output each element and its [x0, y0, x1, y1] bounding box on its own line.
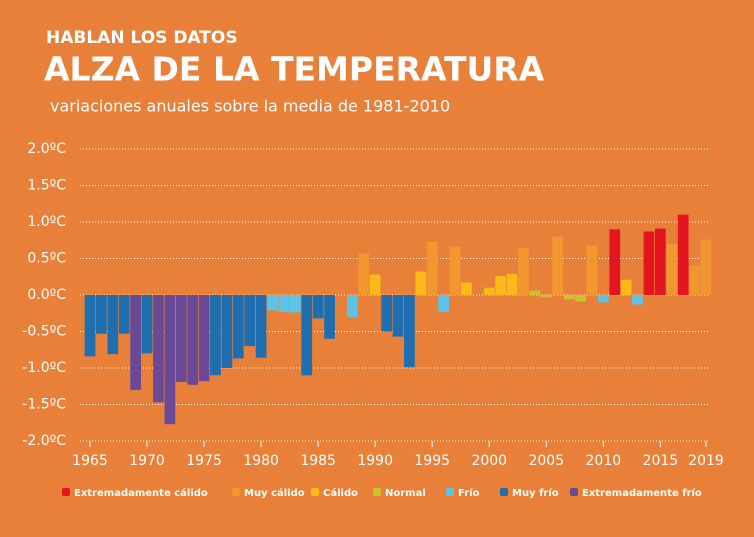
bar [324, 295, 335, 339]
x-tick-label: 1985 [300, 453, 336, 469]
bar [84, 295, 96, 357]
bar [586, 245, 598, 295]
x-tick-label: 2019 [688, 453, 724, 469]
legend-label: Cálido [323, 487, 358, 499]
bar [232, 295, 244, 359]
y-tick-label: -0.5ºC [22, 324, 66, 340]
bar [620, 279, 632, 295]
bar [540, 295, 552, 298]
bar [347, 295, 358, 317]
bar [575, 295, 586, 302]
x-tick-label: 1970 [129, 453, 165, 469]
bar [655, 228, 666, 295]
bar [597, 295, 609, 303]
bar [130, 295, 141, 390]
y-tick-label: -1.0ºC [22, 360, 66, 376]
bar [632, 295, 643, 305]
legend-label: Extremadamente frío [582, 487, 702, 499]
bar [312, 295, 324, 319]
legend-swatch [500, 488, 508, 496]
bar [175, 295, 187, 382]
bar [381, 295, 392, 332]
x-tick-label: 1990 [357, 453, 393, 469]
bar [255, 295, 267, 358]
legend-label: Normal [385, 488, 426, 499]
bar [278, 295, 290, 312]
bar [415, 271, 427, 295]
bar [404, 295, 415, 368]
bar [666, 243, 678, 295]
bar [358, 253, 370, 295]
legend-swatch [373, 488, 381, 496]
bar [141, 295, 153, 354]
y-tick-label: 1.5ºC [27, 178, 66, 194]
legend-label: Frío [458, 487, 480, 499]
y-tick-label: 0.5ºC [27, 251, 66, 267]
subtitle: variaciones anuales sobre la media de 19… [50, 97, 450, 116]
bar [461, 282, 472, 295]
bar [700, 239, 712, 295]
bar [267, 295, 278, 311]
legend-label: Extremadamente cálido [74, 487, 208, 499]
bar [609, 229, 621, 295]
bar [438, 295, 449, 312]
x-tick-label: 1995 [414, 453, 450, 469]
bar [518, 248, 529, 295]
legend-swatch [232, 488, 240, 496]
bar [506, 273, 518, 295]
bar [118, 295, 130, 334]
x-tick-label: 2015 [643, 453, 679, 469]
bar [198, 295, 210, 382]
bar [164, 295, 176, 425]
bar [495, 276, 507, 295]
bar [369, 274, 381, 295]
bar [483, 287, 495, 295]
bar [289, 295, 301, 313]
x-tick-label: 1975 [186, 453, 222, 469]
legend-swatch [62, 488, 70, 496]
bar [689, 265, 700, 295]
x-tick-label: 2010 [586, 453, 622, 469]
bar [221, 295, 233, 368]
bar [153, 295, 164, 403]
bar [529, 290, 541, 295]
bar [210, 295, 221, 376]
bar [187, 295, 199, 385]
bar [563, 295, 575, 300]
legend-label: Muy cálido [244, 487, 305, 499]
y-tick-label: -2.0ºC [22, 433, 66, 449]
bar [392, 295, 404, 337]
bar [107, 295, 119, 355]
legend-swatch [570, 488, 578, 496]
bar [449, 246, 461, 295]
bar [552, 236, 564, 295]
bar [677, 214, 689, 295]
bar [643, 231, 655, 295]
x-tick-label: 2005 [528, 453, 564, 469]
y-tick-label: 0.0ºC [27, 287, 66, 303]
legend-swatch [446, 488, 454, 496]
legend-label: Muy frío [512, 487, 559, 499]
bar [426, 241, 438, 295]
x-tick-label: 2000 [471, 453, 507, 469]
x-tick-label: 1965 [72, 453, 108, 469]
bar [301, 295, 313, 376]
y-tick-label: 2.0ºC [27, 141, 66, 157]
y-tick-label: -1.5ºC [22, 397, 66, 413]
x-tick-label: 1980 [243, 453, 279, 469]
legend-swatch [311, 488, 319, 496]
chart-title: ALZA DE LA TEMPERATURA [44, 50, 545, 89]
y-tick-label: 1.0ºC [27, 214, 66, 230]
bar [96, 295, 107, 334]
kicker: HABLAN LOS DATOS [46, 28, 238, 48]
bar [244, 295, 256, 347]
